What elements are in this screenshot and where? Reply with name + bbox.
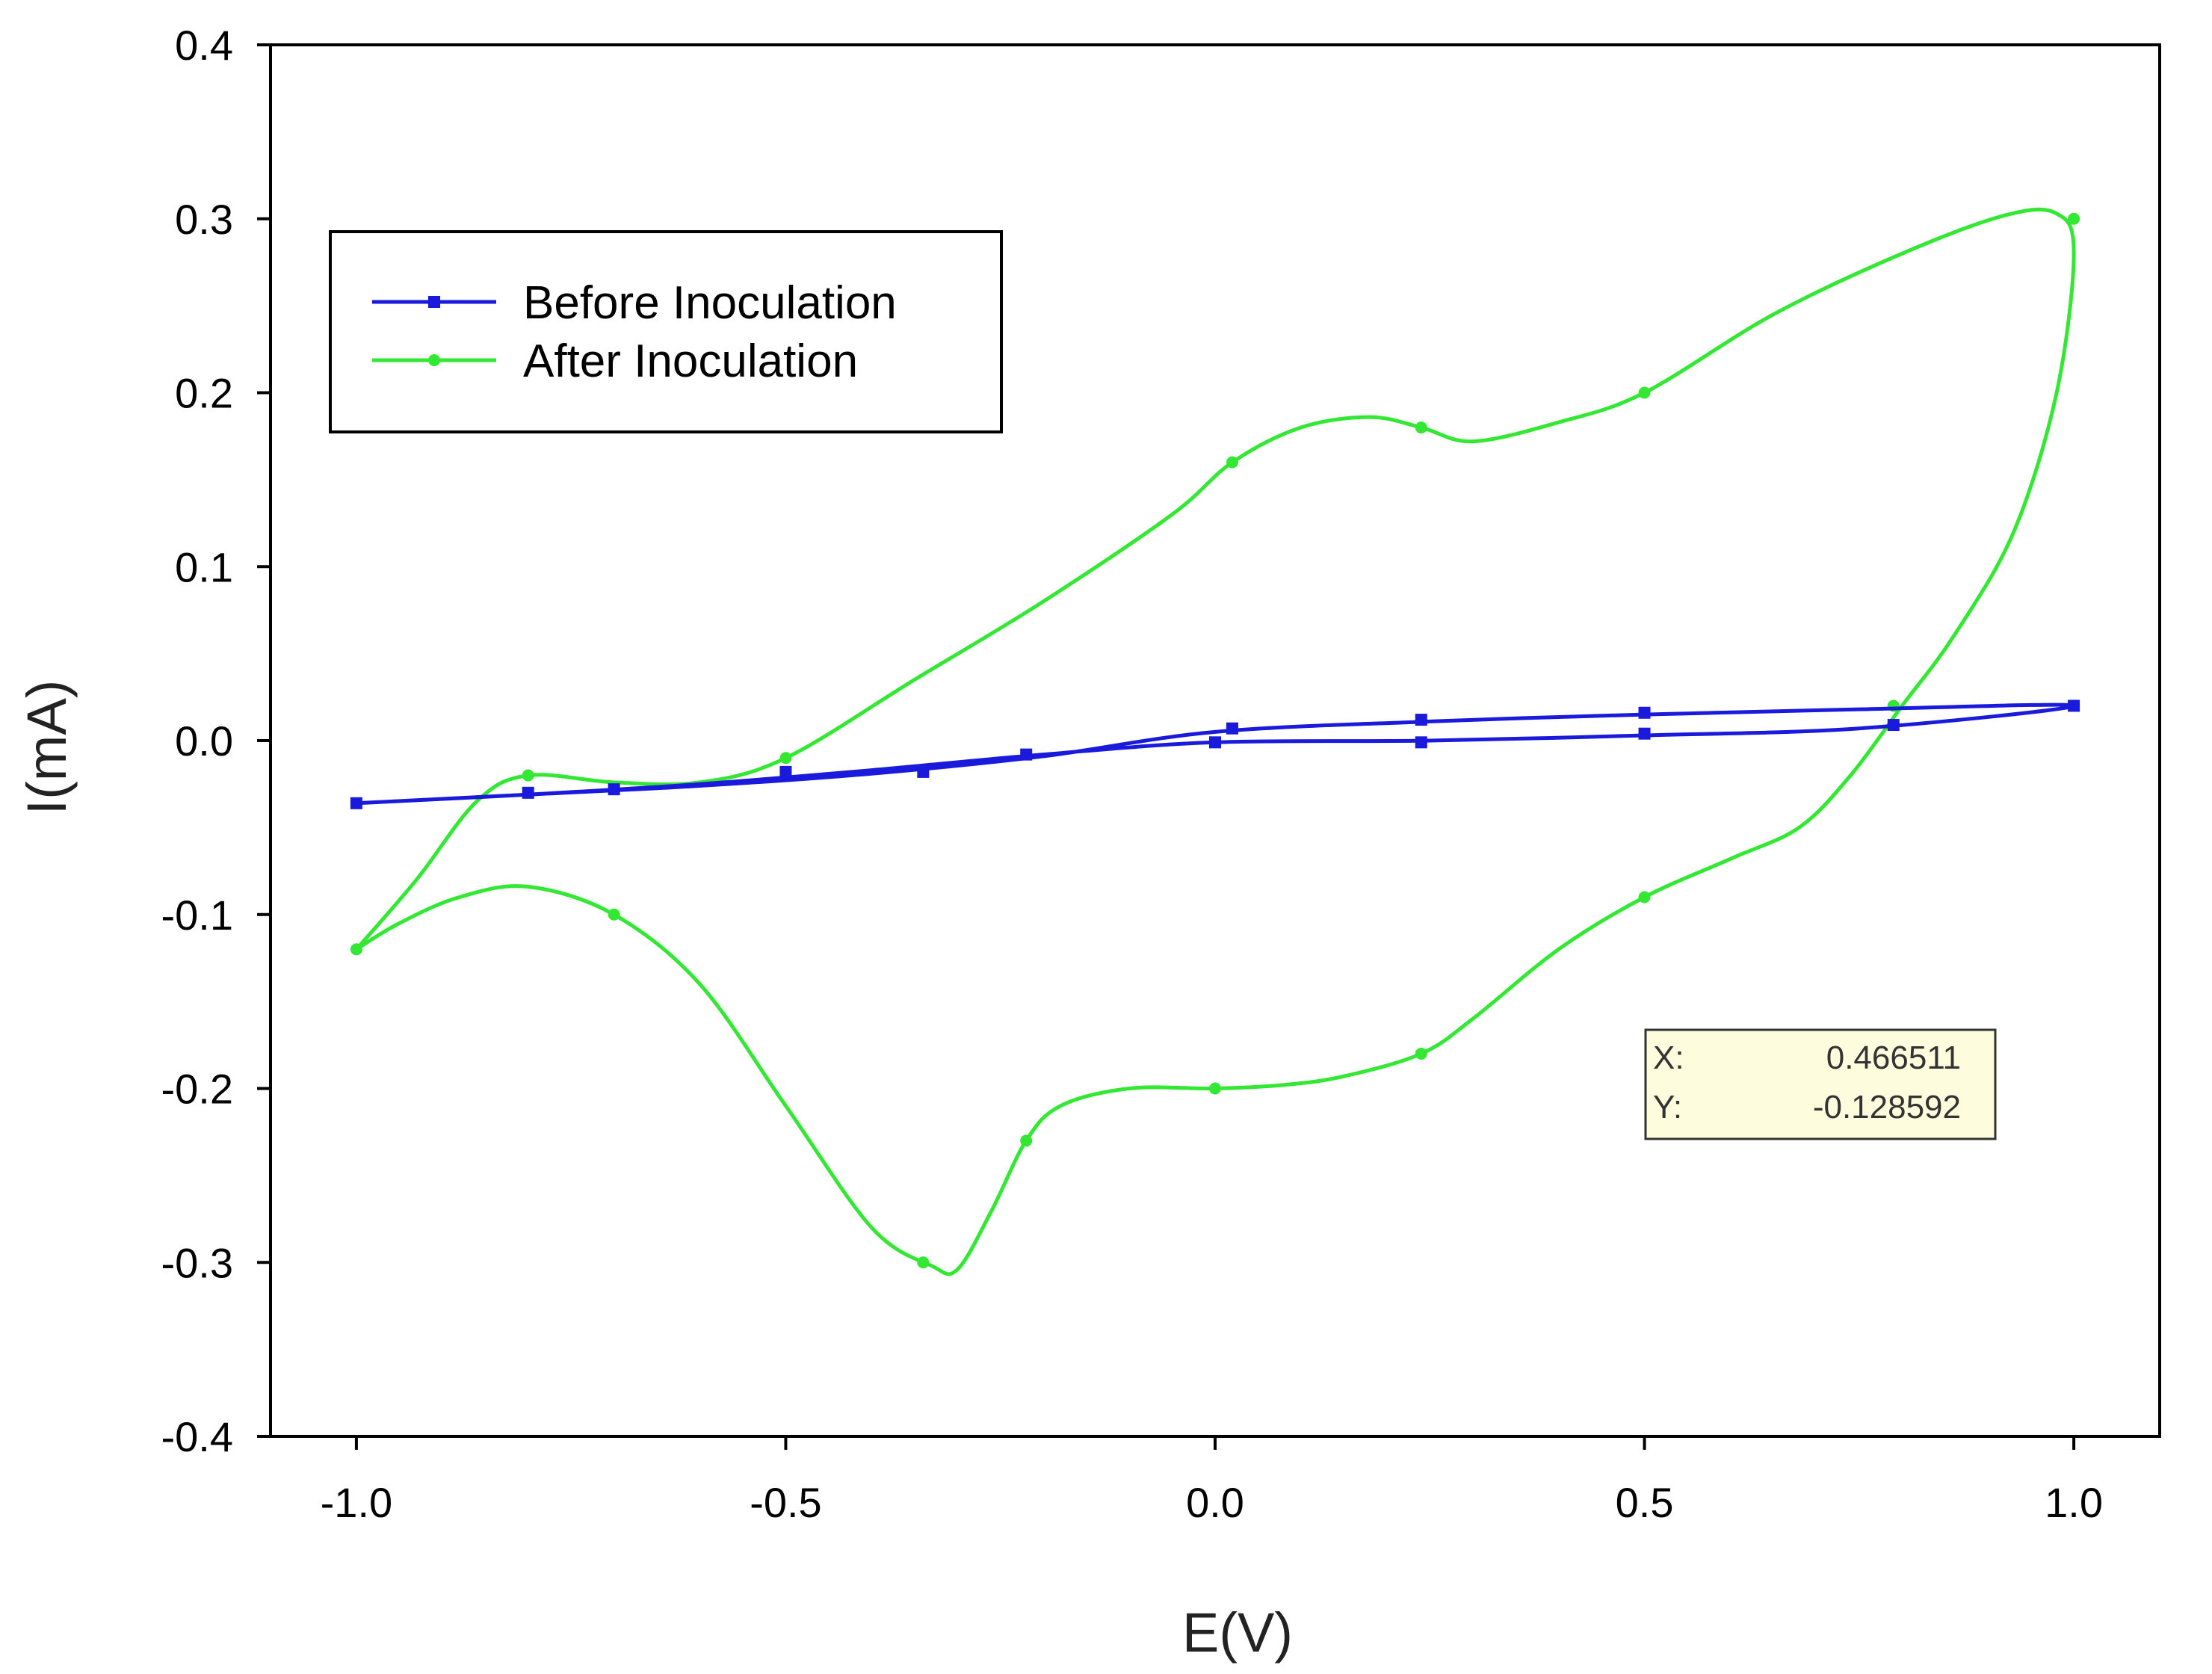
cursor-readout-y-label: Y: [1653,1089,1682,1125]
y-tick-label: 0.2 [175,370,233,417]
data-point-before-inoculation [1887,719,1900,732]
legend-marker-after-inoculation [428,354,440,366]
x-tick-label: -1.0 [321,1479,393,1526]
legend-marker-before-inoculation [428,296,440,308]
y-tick-label: 0.3 [175,196,233,243]
data-point-before-inoculation [1020,748,1033,761]
data-point-before-inoculation [2068,699,2080,712]
data-point-after-inoculation [1209,1082,1221,1095]
y-tick-label: 0.1 [175,543,233,590]
y-tick-label: -0.1 [161,892,234,939]
cursor-readout: X: 0.466511 Y: -0.128592 [1644,1028,1997,1140]
data-point-before-inoculation [917,765,930,778]
y-axis-title: I(mA) [16,680,78,815]
data-point-after-inoculation [1226,456,1238,469]
data-point-before-inoculation [1638,727,1651,740]
legend-box [329,230,1003,433]
data-point-before-inoculation [1638,706,1651,719]
data-point-after-inoculation [350,943,362,956]
axis-tick-labels: -0.4 -0.3 -0.2 -0.1 0.0 0.1 0.2 0.3 0.4 -1.0 -0.5 0… [161,22,2104,1526]
series-before-inoculation [350,699,2080,809]
x-tick-label: -0.5 [750,1479,822,1526]
x-tick-label: 1.0 [2045,1479,2103,1526]
series-after-inoculation [350,207,2080,1276]
y-tick-label: -0.3 [161,1239,234,1286]
legend-label-after-inoculation: After Inoculation [523,336,858,387]
series-layer [350,207,2080,1276]
x-tick-label: 0.0 [1186,1479,1244,1526]
y-tick-label: 0.4 [175,22,233,69]
data-point-before-inoculation [779,765,792,778]
data-point-after-inoculation [1020,1134,1033,1147]
data-point-after-inoculation [1415,421,1427,434]
data-point-before-inoculation [1415,714,1427,726]
data-point-before-inoculation [608,783,620,796]
y-tick-label: 0.0 [175,717,233,765]
data-point-before-inoculation [1226,722,1238,735]
data-point-after-inoculation [1638,386,1651,399]
y-tick-label: -0.4 [161,1413,234,1460]
data-point-after-inoculation [2068,212,2080,225]
cursor-readout-x-label: X: [1653,1040,1684,1076]
data-point-before-inoculation [522,786,534,799]
y-tick-label: -0.2 [161,1066,234,1113]
data-point-before-inoculation [1415,736,1427,749]
data-point-after-inoculation [1415,1047,1427,1060]
data-point-after-inoculation [917,1256,930,1269]
data-point-before-inoculation [1209,736,1221,749]
series-line-after-inoculation [355,207,2076,1276]
data-point-before-inoculation [350,797,362,809]
data-point-after-inoculation [779,752,792,765]
legend: Before Inoculation After Inoculation [329,230,1003,433]
data-point-after-inoculation [608,908,620,921]
cursor-readout-y-value: -0.128592 [1813,1089,1961,1125]
data-point-after-inoculation [522,769,534,782]
cursor-readout-x-value: 0.466511 [1826,1040,1961,1076]
x-tick-label: 0.5 [1616,1479,1674,1526]
legend-label-before-inoculation: Before Inoculation [523,277,897,329]
axis-ticks [257,43,2076,1450]
cursor-readout-box [1644,1028,1997,1140]
data-point-after-inoculation [1638,891,1651,904]
x-axis-title: E(V) [1182,1602,1293,1664]
